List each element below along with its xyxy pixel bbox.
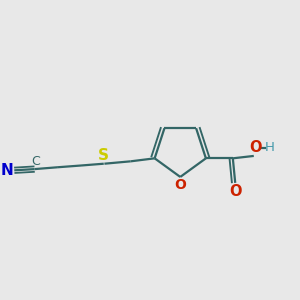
Text: O: O bbox=[174, 178, 186, 192]
Text: S: S bbox=[98, 148, 109, 163]
Text: O: O bbox=[249, 140, 262, 155]
Text: H: H bbox=[264, 141, 274, 154]
Text: N: N bbox=[1, 164, 13, 178]
Text: C: C bbox=[31, 155, 40, 168]
Text: O: O bbox=[229, 184, 242, 199]
